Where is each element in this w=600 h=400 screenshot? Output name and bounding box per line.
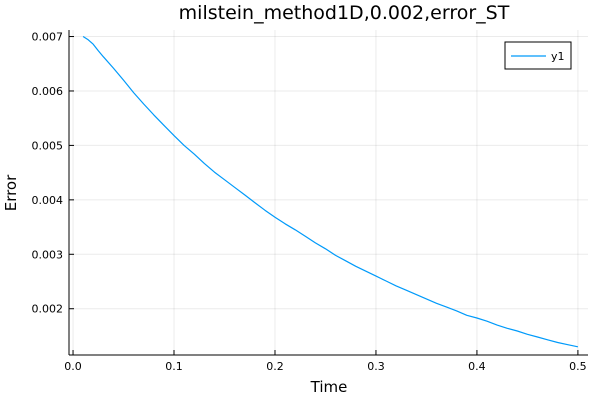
x-tick-label-2: 0.2 bbox=[266, 360, 284, 373]
y-tick-label-1: 0.003 bbox=[32, 248, 64, 261]
series-line-y1 bbox=[82, 35, 579, 348]
y-tick-label-0: 0.002 bbox=[32, 303, 64, 316]
x-ticks: 0.0 0.1 0.2 0.3 0.4 0.5 bbox=[64, 350, 587, 373]
y-tick-label-2: 0.004 bbox=[32, 194, 64, 207]
y-tick-label-3: 0.005 bbox=[32, 139, 64, 152]
y-tick-label-5: 0.007 bbox=[32, 31, 64, 44]
legend: y1 bbox=[504, 41, 572, 70]
chart-title: milstein_method1D,0.002,error_ST bbox=[179, 2, 510, 24]
x-tick-label-1: 0.1 bbox=[165, 360, 183, 373]
y-ticks: 0.002 0.003 0.004 0.005 0.006 0.007 bbox=[32, 31, 74, 316]
x-tick-label-5: 0.5 bbox=[569, 360, 587, 373]
grid bbox=[69, 30, 588, 355]
x-tick-label-0: 0.0 bbox=[64, 360, 82, 373]
axes bbox=[68, 30, 588, 356]
y-tick-label-4: 0.006 bbox=[32, 85, 64, 98]
series-group bbox=[82, 35, 579, 348]
x-tick-label-4: 0.4 bbox=[468, 360, 486, 373]
x-axis-label: Time bbox=[310, 378, 348, 396]
legend-label-y1: y1 bbox=[551, 50, 565, 63]
y-axis-label: Error bbox=[2, 174, 20, 211]
x-tick-label-3: 0.3 bbox=[367, 360, 385, 373]
